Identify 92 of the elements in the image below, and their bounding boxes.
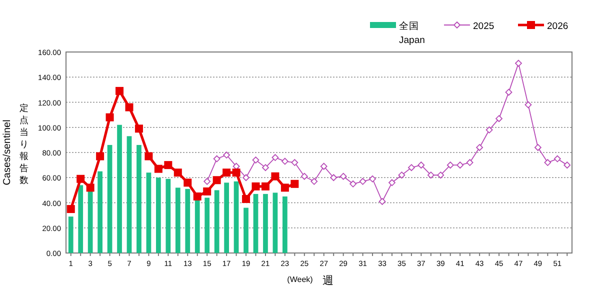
point — [515, 60, 522, 67]
point — [106, 113, 114, 122]
bar — [88, 191, 93, 253]
point — [554, 155, 561, 162]
bar — [244, 208, 248, 253]
point — [242, 174, 250, 182]
bar — [68, 216, 74, 253]
point — [262, 164, 269, 172]
point — [281, 158, 288, 165]
point — [203, 187, 212, 196]
point — [174, 168, 182, 177]
bar — [175, 188, 180, 253]
legend-label: 2025 — [473, 21, 494, 32]
point — [320, 162, 328, 170]
bar — [136, 144, 142, 253]
text: 定点当り報告数 — [20, 103, 28, 185]
point — [418, 162, 425, 169]
bar — [146, 172, 152, 253]
point — [437, 172, 444, 179]
point — [388, 179, 396, 186]
bar — [204, 198, 210, 253]
point — [96, 152, 104, 160]
point — [164, 161, 172, 170]
point — [280, 184, 289, 192]
point — [232, 162, 240, 170]
point — [271, 172, 280, 180]
point — [427, 172, 434, 179]
point — [223, 152, 230, 158]
point — [193, 192, 202, 200]
point — [252, 156, 260, 164]
bar — [253, 194, 258, 253]
point — [310, 178, 318, 185]
point — [134, 124, 143, 133]
y-axis-title: Cases/sentinel — [2, 120, 13, 186]
point — [204, 178, 211, 185]
point — [456, 162, 464, 169]
point — [212, 176, 221, 184]
point — [476, 144, 484, 151]
bar — [98, 171, 102, 253]
point — [378, 198, 386, 205]
point — [242, 194, 250, 203]
point — [144, 152, 153, 160]
point — [300, 172, 308, 180]
x-axis-title: 週 — [322, 275, 334, 287]
bar — [107, 144, 112, 253]
point — [408, 164, 415, 172]
bar — [282, 196, 288, 253]
point — [505, 88, 512, 96]
bar — [166, 178, 171, 253]
bar — [117, 124, 122, 253]
point — [330, 174, 338, 182]
point — [496, 115, 502, 122]
point — [290, 180, 299, 188]
bar — [78, 185, 84, 253]
point — [66, 205, 75, 214]
point — [446, 162, 454, 169]
point — [184, 178, 192, 187]
point — [222, 168, 231, 177]
point — [154, 164, 162, 173]
point — [369, 175, 376, 182]
point — [466, 159, 474, 166]
bar — [126, 136, 132, 253]
point — [340, 172, 347, 180]
point — [76, 174, 85, 183]
point — [116, 86, 124, 95]
legend-label: 2026 — [547, 21, 568, 32]
legend-label: 全国 Japan — [399, 20, 425, 46]
point — [398, 172, 406, 179]
point — [524, 101, 532, 108]
point — [359, 178, 366, 185]
bar — [224, 182, 229, 253]
point — [534, 144, 542, 151]
bar — [234, 181, 239, 253]
bar — [194, 198, 200, 253]
bar — [214, 190, 220, 253]
point — [564, 162, 571, 169]
point — [125, 103, 134, 112]
point — [213, 155, 220, 162]
point — [291, 159, 298, 166]
point — [86, 184, 94, 192]
bar — [263, 194, 268, 253]
point — [261, 182, 270, 190]
point — [232, 168, 240, 177]
point — [252, 182, 260, 190]
point — [272, 154, 279, 161]
bar — [185, 188, 190, 253]
point — [350, 180, 357, 188]
bar — [272, 192, 278, 253]
point — [544, 159, 552, 166]
bar — [156, 178, 161, 253]
point — [486, 126, 493, 134]
text: (Week) — [287, 275, 314, 284]
